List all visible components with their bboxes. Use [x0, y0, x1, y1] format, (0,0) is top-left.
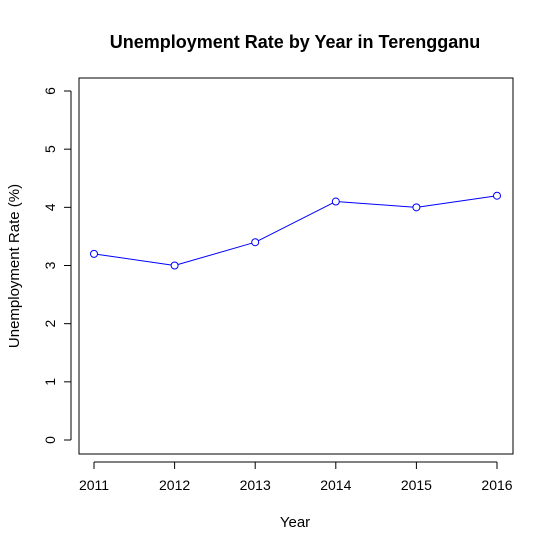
y-axis: 0 1 2 3 4 5 6 [42, 87, 72, 444]
x-tick-label: 2016 [481, 477, 512, 493]
x-tick-label: 2012 [159, 477, 190, 493]
y-tick-label: 3 [42, 261, 58, 269]
x-axis-label: Year [280, 514, 310, 531]
y-tick-label: 1 [42, 378, 58, 386]
series-line-segment [419, 195, 494, 208]
y-tick-label: 4 [42, 203, 58, 211]
x-tick-label: 2013 [240, 477, 271, 493]
x-tick-label: 2014 [320, 477, 351, 493]
series-layer [90, 191, 501, 270]
data-point [251, 238, 260, 247]
y-tick-label: 5 [42, 145, 58, 153]
data-point [331, 197, 340, 206]
y-axis-label: Unemployment Rate (%) [6, 184, 23, 348]
series-line-segment [177, 242, 252, 266]
y-tick-label: 6 [42, 87, 58, 95]
data-point [90, 249, 98, 258]
x-tick-label: 2015 [401, 477, 432, 493]
series-line-segment [97, 253, 172, 266]
x-tick-label: 2011 [79, 477, 109, 493]
data-point [493, 191, 501, 200]
chart-title: Unemployment Rate by Year in Terengganu [110, 32, 480, 52]
y-tick-label: 2 [42, 320, 58, 328]
series-line-segment [339, 201, 413, 208]
data-point [170, 261, 179, 270]
plot-box [78, 77, 514, 455]
y-tick-label: 0 [42, 436, 58, 444]
x-axis: 2011 2012 2013 2014 2015 2016 [79, 461, 513, 493]
series-line-segment [258, 202, 333, 242]
data-point [412, 203, 421, 212]
